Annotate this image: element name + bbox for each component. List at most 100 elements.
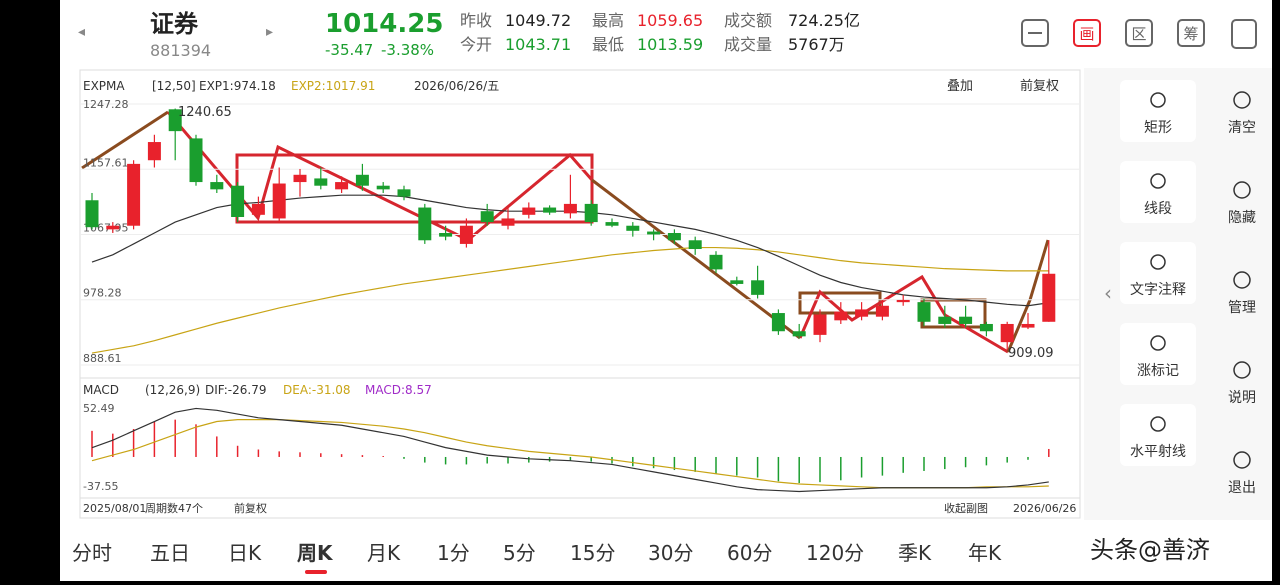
tab[interactable]: 月K xyxy=(367,541,401,565)
icon-button[interactable] xyxy=(1125,19,1153,47)
side-icon[interactable] xyxy=(1233,271,1251,289)
stat-label: 最高 xyxy=(592,11,624,30)
end-date: 2026/06/26 xyxy=(1013,502,1076,515)
drawn-line xyxy=(591,178,801,340)
candle-body xyxy=(231,185,245,217)
stat-value: 1059.65 xyxy=(637,11,703,30)
stat-label: 成交额 xyxy=(724,11,772,30)
stock-code: 881394 xyxy=(150,41,211,60)
candle-body xyxy=(688,240,702,250)
candle-body xyxy=(563,203,577,214)
y-tick-label: 1157.61 xyxy=(83,156,129,169)
stat-value: 5767万 xyxy=(788,35,845,54)
tab[interactable]: 分时 xyxy=(72,541,112,565)
next-arrow[interactable]: ▸ xyxy=(266,24,273,40)
icon-button[interactable] xyxy=(1021,19,1049,47)
legend-item: [12,50] xyxy=(152,79,196,93)
tab[interactable]: 15分 xyxy=(570,541,615,565)
candle-body xyxy=(439,233,453,237)
tab[interactable]: 120分 xyxy=(806,541,864,565)
stat-value: 1049.72 xyxy=(505,11,571,30)
candle-body xyxy=(1021,323,1035,328)
candle-body xyxy=(85,200,99,228)
candle-body xyxy=(1042,273,1056,322)
side-icon[interactable] xyxy=(1233,451,1251,469)
stock-name: 证券 xyxy=(150,10,199,38)
candle-body xyxy=(293,174,307,183)
candle-body xyxy=(647,231,661,235)
tab[interactable]: 30分 xyxy=(648,541,693,565)
candle-body xyxy=(584,203,598,223)
watermark: 头条@善济 xyxy=(1090,536,1210,564)
tool-button[interactable] xyxy=(1120,404,1196,466)
legend-item: MACD:8.57 xyxy=(365,383,432,397)
tool-icon xyxy=(1150,254,1166,270)
y-tick-label: 888.61 xyxy=(83,352,122,365)
tool-label: 线段 xyxy=(1144,201,1172,217)
candle-body xyxy=(709,254,723,270)
y-tick-label: 52.49 xyxy=(83,402,115,415)
tab[interactable]: 季K xyxy=(898,541,932,565)
tool-icon xyxy=(1150,416,1166,432)
tab[interactable]: 5分 xyxy=(503,541,536,565)
icon-label: 区 xyxy=(1131,25,1146,43)
icon-button[interactable] xyxy=(1231,19,1257,49)
candle-body xyxy=(397,189,411,197)
icon-button[interactable] xyxy=(1073,19,1101,47)
tab[interactable]: 年K xyxy=(968,541,1002,565)
legend-item: EXP1:974.18 xyxy=(199,79,276,93)
tool-label: 矩形 xyxy=(1144,120,1172,136)
candle-body xyxy=(751,280,765,295)
candle-body xyxy=(168,109,182,132)
date: 2026/06/26/五 xyxy=(414,79,499,93)
tool-icon xyxy=(1150,173,1166,189)
tool-button[interactable] xyxy=(1120,323,1196,385)
candle-body xyxy=(792,331,806,337)
tab[interactable]: 五日 xyxy=(150,541,190,565)
candle-body xyxy=(522,207,536,215)
dif-line xyxy=(91,407,1049,493)
tab[interactable]: 60分 xyxy=(727,541,772,565)
candle-body xyxy=(272,183,286,219)
icon-button[interactable] xyxy=(1177,19,1205,47)
stat-value: 1013.59 xyxy=(637,35,703,54)
side-icon[interactable] xyxy=(1233,361,1251,379)
prev-arrow[interactable]: ◂ xyxy=(78,24,85,40)
candle-body xyxy=(855,309,869,317)
tool-button[interactable] xyxy=(1120,161,1196,223)
candle-body xyxy=(314,178,328,186)
collapse-arrow[interactable]: ‹ xyxy=(1104,281,1112,305)
candle-body xyxy=(875,305,889,317)
tool-button[interactable] xyxy=(1120,80,1196,142)
candle-body xyxy=(335,182,349,190)
side-icon[interactable] xyxy=(1233,91,1251,109)
y-tick-label: -37.55 xyxy=(83,480,118,493)
tool-icon xyxy=(1150,335,1166,351)
candle-body xyxy=(667,233,681,241)
legend-item: DEA:-31.08 xyxy=(283,383,351,397)
tab[interactable]: 周K xyxy=(297,541,334,565)
candle-body xyxy=(355,174,369,186)
candle-body xyxy=(189,138,203,183)
chart-frame xyxy=(79,69,1081,519)
legend-item: MACD xyxy=(83,383,119,397)
candle-body xyxy=(418,207,432,241)
side-label: 说明 xyxy=(1228,390,1256,406)
legend-item: EXP2:1017.91 xyxy=(291,79,375,93)
adjust-label: 前复权 xyxy=(234,501,267,515)
tab[interactable]: 1分 xyxy=(437,541,470,565)
icon-label: 画 xyxy=(1079,25,1094,43)
side-label: 管理 xyxy=(1228,300,1256,316)
tab[interactable]: 日K xyxy=(228,541,262,565)
collapse-btn: 收起副图 xyxy=(944,501,988,515)
price: 1014.25 xyxy=(325,9,443,39)
stat-label: 今开 xyxy=(460,35,492,54)
tool-button[interactable] xyxy=(1120,242,1196,304)
stat-label: 昨收 xyxy=(460,11,492,30)
period-count: 周期数47个 xyxy=(145,502,203,515)
candle-body xyxy=(1000,323,1014,343)
side-icon[interactable] xyxy=(1233,181,1251,199)
candle-body xyxy=(251,203,265,215)
